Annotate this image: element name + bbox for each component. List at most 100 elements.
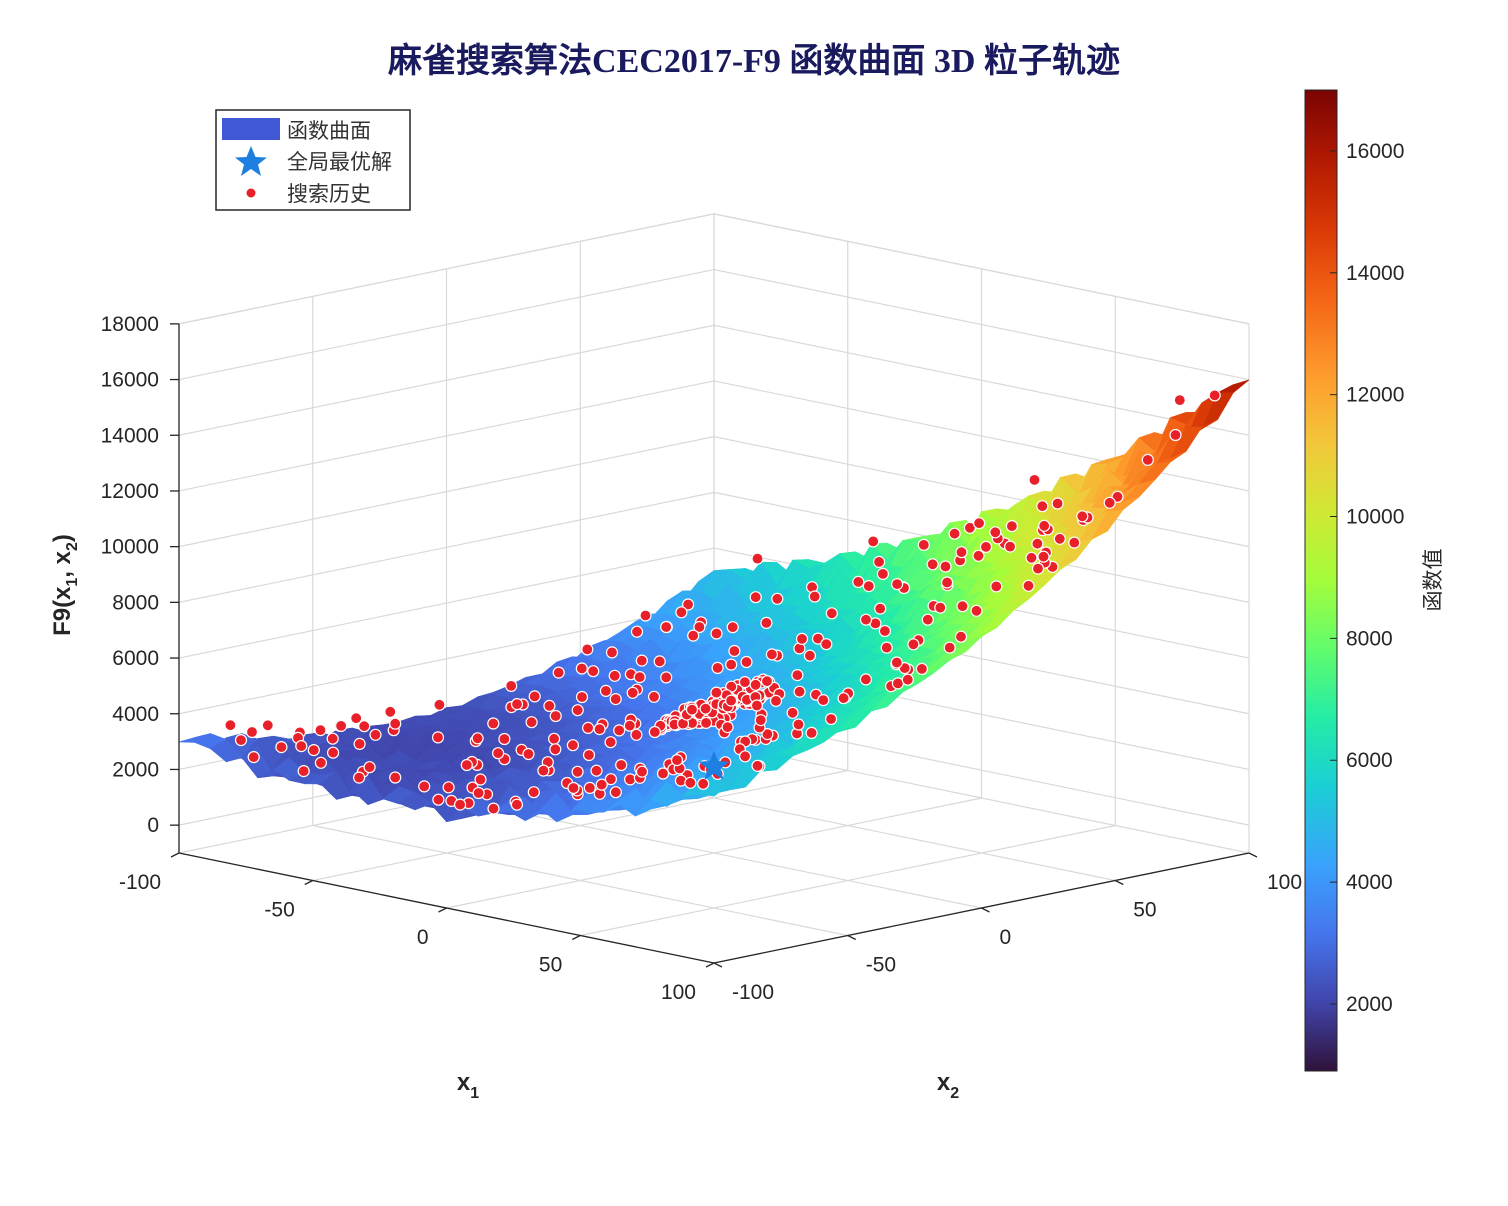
search-history-point (615, 758, 628, 772)
search-history-point (590, 764, 603, 777)
search-history-point (571, 765, 584, 778)
search-history-point (623, 773, 637, 786)
search-history-point (805, 726, 818, 740)
search-history-point (1038, 519, 1051, 532)
search-history-point (1051, 497, 1064, 510)
search-history-point (547, 732, 561, 745)
search-history-point (487, 802, 500, 815)
z-tick-label: 12000 (101, 480, 159, 503)
search-history-point (599, 684, 613, 698)
colorbar-gradient (1304, 89, 1338, 1072)
search-history-point (433, 698, 446, 711)
search-history-point (699, 716, 713, 730)
search-history-point (353, 771, 366, 784)
search-history-point (940, 576, 954, 589)
axes: -100 -50 0 50 100 -100 -50 0 50 100 0 2000 4000 6000 8… (101, 313, 1302, 1004)
search-history-point (710, 686, 723, 699)
search-history-point (275, 740, 288, 754)
search-history-point (948, 527, 961, 540)
x2-tick-mark (1114, 879, 1124, 886)
legend-history-label: 搜索历史 (287, 182, 371, 206)
search-history-point (552, 666, 565, 679)
search-history-point (795, 632, 809, 646)
legend-optimum-label: 全局最优解 (287, 150, 392, 174)
search-history-point (725, 658, 738, 671)
search-history-point (571, 704, 584, 717)
search-history-point (749, 591, 762, 604)
search-history-point (765, 648, 779, 661)
x1-tick-label: 100 (661, 981, 696, 1004)
search-history-point (1022, 579, 1035, 592)
search-history-point (487, 717, 500, 730)
search-history-point (917, 538, 930, 552)
colorbar: 2000 4000 6000 8000 10000 12000 14000 16000 函数值 (1304, 89, 1445, 1072)
gridline (178, 547, 715, 659)
search-history-point (587, 665, 600, 678)
search-history-point (613, 724, 626, 737)
legend-surface-swatch (222, 118, 280, 140)
gridline (713, 436, 1250, 548)
search-history-point (954, 630, 968, 643)
search-history-point (647, 690, 661, 703)
search-history-point (582, 748, 596, 762)
search-history-point (1053, 532, 1066, 545)
search-history-point (510, 798, 524, 811)
search-history-point (859, 673, 873, 686)
search-history-point (635, 765, 649, 778)
search-history-point (803, 649, 817, 662)
z-tick-label: 10000 (101, 536, 159, 559)
search-history-point (527, 786, 540, 799)
search-history-point (749, 678, 762, 691)
search-history-point (327, 746, 340, 759)
z-tick-label: 4000 (112, 703, 159, 726)
search-history-point (528, 690, 541, 703)
search-history-point (326, 732, 339, 745)
search-history-point (972, 549, 985, 562)
search-history-point (837, 692, 850, 705)
search-history-point (1003, 540, 1017, 553)
colorbar-tick-label: 4000 (1346, 871, 1393, 894)
search-history-point (874, 602, 887, 615)
search-history-point (878, 624, 892, 638)
search-history-point (234, 733, 248, 747)
x2-tick-mark (981, 907, 990, 913)
gridline (178, 324, 715, 436)
colorbar-ticks: 2000 4000 6000 8000 10000 12000 14000 16000 (1330, 140, 1404, 1016)
search-history-point (769, 694, 783, 708)
search-history-point (630, 728, 643, 741)
gridline (178, 268, 715, 381)
search-history-point (583, 781, 596, 795)
search-history-point (926, 558, 939, 571)
search-history-point (808, 590, 821, 603)
search-history-point (907, 638, 920, 651)
search-history-point (608, 669, 621, 682)
search-history-point (728, 644, 741, 658)
search-history-point (697, 777, 710, 790)
gridline (178, 436, 715, 548)
x2-tick-label: -50 (866, 954, 896, 977)
search-history-point (972, 517, 986, 530)
search-history-point (581, 721, 595, 735)
search-history-point (635, 654, 648, 667)
search-history-point (751, 759, 764, 772)
search-history-point (825, 607, 838, 620)
x1-tick-label: -50 (264, 899, 294, 922)
search-history-point (314, 756, 327, 769)
search-history-point (314, 723, 327, 737)
search-history-point (738, 750, 752, 763)
search-history-point (604, 736, 617, 749)
search-history-point (389, 717, 402, 730)
search-history-point (824, 712, 838, 726)
search-history-point (711, 661, 724, 675)
search-history-point (721, 720, 734, 734)
search-history-point (605, 646, 619, 659)
search-history-point (660, 620, 673, 634)
search-history-point (432, 793, 445, 806)
global-optimum-star (698, 750, 730, 780)
search-history-point (1068, 536, 1081, 549)
search-history-point (1141, 453, 1154, 466)
search-history-point (660, 671, 673, 684)
search-history-point (817, 693, 830, 707)
search-history-point (699, 702, 712, 715)
